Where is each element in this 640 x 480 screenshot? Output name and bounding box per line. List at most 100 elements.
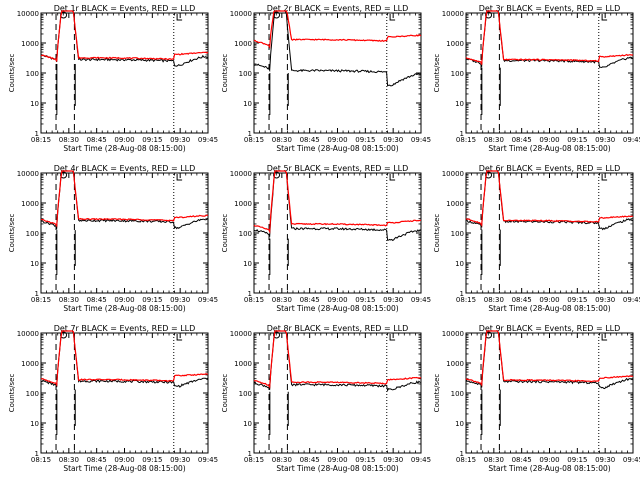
top-corner-marker [389, 174, 396, 181]
plot-frame [40, 172, 209, 294]
x-tick-label: 08:45 [87, 136, 107, 144]
x-tick-label: 09:00 [114, 136, 134, 144]
series-lld-line [253, 10, 422, 49]
y-tick-label: 100 [239, 390, 252, 398]
x-axis-title: Start Time (28-Aug-08 08:15:00) [488, 464, 610, 473]
x-axis-title: Start Time (28-Aug-08 08:15:00) [63, 464, 185, 473]
x-tick-label: 09:45 [198, 296, 218, 304]
panel-title: Det 8r BLACK = Events, RED = LLD [267, 324, 409, 333]
top-corner-marker [601, 14, 608, 21]
x-tick-label: 08:30 [59, 296, 79, 304]
x-tick-label: 09:00 [539, 456, 559, 464]
x-tick-label: 08:15 [456, 456, 476, 464]
y-tick-label: 10 [30, 260, 39, 268]
top-corner-marker [601, 174, 608, 181]
x-tick-label: 09:15 [142, 456, 162, 464]
series-lld-line [253, 330, 422, 389]
series-lld-line [465, 170, 634, 227]
series-lld-line [253, 170, 421, 234]
x-tick-label: 08:15 [244, 296, 264, 304]
y-tick-label: 10000 [442, 10, 464, 18]
x-tick-label: 09:00 [114, 456, 134, 464]
plot-frame [253, 332, 422, 454]
y-tick-label: 100 [451, 230, 464, 238]
series-events-line [253, 170, 422, 242]
x-tick-label: 08:30 [272, 456, 292, 464]
y-tick-label: 10000 [230, 330, 252, 338]
y-tick-label: 10 [30, 100, 39, 108]
x-tick-label: 09:00 [114, 296, 134, 304]
plot-frame [465, 172, 634, 294]
y-tick-label: 100 [26, 230, 39, 238]
x-tick-label: 08:30 [484, 456, 504, 464]
x-tick-label: 08:30 [272, 296, 292, 304]
x-tick-label: 08:30 [484, 296, 504, 304]
x-tick-label: 08:30 [272, 136, 292, 144]
plot-frame [40, 332, 209, 454]
x-tick-label: 08:30 [484, 136, 504, 144]
y-tick-label: 1 [248, 450, 252, 458]
x-tick-label: 09:30 [170, 296, 190, 304]
x-tick-label: 08:15 [244, 136, 264, 144]
y-tick-label: 100 [239, 70, 252, 78]
panel-title: Det 3r BLACK = Events, RED = LLD [479, 4, 621, 13]
x-tick-label: 08:15 [31, 296, 51, 304]
y-tick-label: 1000 [446, 360, 464, 368]
plot-frame [253, 12, 422, 134]
series-lld-line [465, 330, 634, 387]
y-tick-label: 1 [248, 290, 252, 298]
y-axis-title: Counts/sec [433, 374, 441, 413]
y-tick-label: 1000 [21, 200, 39, 208]
x-tick-label: 08:15 [456, 296, 476, 304]
y-tick-label: 1 [35, 450, 39, 458]
x-tick-label: 09:15 [355, 296, 375, 304]
x-tick-label: 09:15 [142, 296, 162, 304]
series-events-line [40, 330, 209, 388]
y-tick-label: 100 [26, 390, 39, 398]
panel-det-7r: Det 7r BLACK = Events, RED = LLD 1 10 100 10… [8, 324, 218, 473]
series-events-line [253, 10, 422, 87]
y-tick-label: 1 [248, 130, 252, 138]
panel-det-5r: Det 5r BLACK = Events, RED = LLD 1 10 100 10… [221, 164, 431, 313]
x-tick-label: 09:45 [411, 136, 431, 144]
x-tick-label: 09:00 [539, 136, 559, 144]
x-tick-label: 09:15 [567, 456, 587, 464]
x-tick-label: 08:45 [512, 456, 532, 464]
x-axis-title: Start Time (28-Aug-08 08:15:00) [488, 304, 610, 313]
y-tick-label: 1 [35, 290, 39, 298]
y-tick-label: 100 [451, 390, 464, 398]
x-axis-title: Start Time (28-Aug-08 08:15:00) [63, 144, 185, 153]
y-tick-label: 10000 [230, 10, 252, 18]
x-tick-label: 09:45 [198, 456, 218, 464]
panel-det-6r: Det 6r BLACK = Events, RED = LLD 1 10 100 10… [433, 164, 640, 313]
y-tick-label: 1000 [234, 360, 252, 368]
panel-title: Det 6r BLACK = Events, RED = LLD [479, 164, 621, 173]
panel-det-9r: Det 9r BLACK = Events, RED = LLD 1 10 100 10… [433, 324, 640, 473]
x-tick-label: 08:45 [87, 456, 107, 464]
y-tick-label: 100 [451, 70, 464, 78]
y-tick-label: 1 [460, 130, 464, 138]
x-tick-label: 08:45 [300, 296, 320, 304]
panel-det-1r: Det 1r BLACK = Events, RED = LLD 1 10 100 10… [8, 4, 218, 153]
x-tick-label: 08:45 [87, 296, 107, 304]
y-axis-title: Counts/sec [8, 54, 16, 93]
top-corner-marker [389, 334, 396, 341]
x-tick-label: 08:30 [59, 136, 79, 144]
x-tick-label: 09:30 [595, 456, 615, 464]
top-circle-marker [485, 171, 493, 179]
y-tick-label: 10000 [230, 170, 252, 178]
x-axis-title: Start Time (28-Aug-08 08:15:00) [276, 144, 398, 153]
x-tick-label: 08:30 [59, 456, 79, 464]
y-tick-label: 10 [243, 260, 252, 268]
y-tick-label: 10 [30, 420, 39, 428]
y-tick-label: 10 [455, 420, 464, 428]
y-tick-label: 10000 [442, 170, 464, 178]
y-axis-title: Counts/sec [221, 54, 229, 93]
y-tick-label: 1 [460, 290, 464, 298]
top-circle-marker [60, 171, 68, 179]
top-corner-marker [389, 14, 396, 21]
y-tick-label: 1000 [234, 40, 252, 48]
y-tick-label: 10 [455, 100, 464, 108]
y-tick-label: 1 [460, 450, 464, 458]
